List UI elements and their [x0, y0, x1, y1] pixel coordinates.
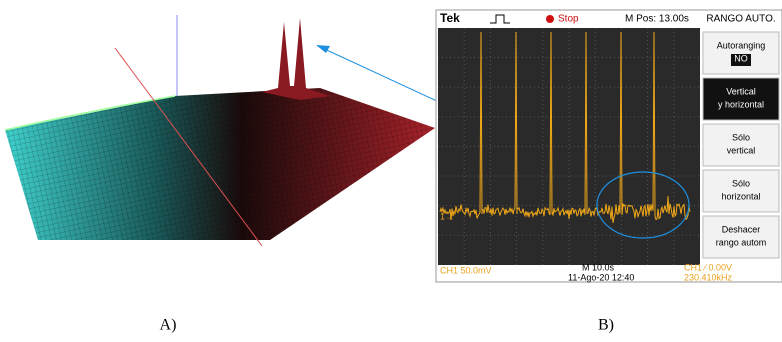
position: M Pos: 13.00s	[625, 14, 689, 25]
state: Stop	[558, 14, 579, 25]
panel-label: B)	[598, 317, 614, 334]
timebase: M 10.0s	[582, 262, 615, 272]
menu-item-text: Vertical	[726, 86, 756, 96]
oscilloscope: Tek Stop M Pos: 13.00s RANGO AUTO. Autor…	[436, 10, 782, 282]
frequency: 230.410kHz	[684, 272, 733, 282]
surface-peaks	[262, 18, 330, 100]
menu-item-text: vertical	[727, 145, 756, 155]
scope-display	[438, 28, 700, 265]
menu-item-text: Sólo	[732, 132, 750, 142]
surface-mesh	[5, 88, 435, 240]
menu-item-text: rango autom	[716, 237, 767, 247]
menu-item-text: Autoranging	[717, 40, 766, 50]
stop-icon	[546, 15, 554, 23]
trigger: CH1 ∕ 0.00V	[684, 262, 732, 272]
menu-item-text: Deshacer	[722, 224, 761, 234]
arrow-head	[316, 45, 330, 53]
menu-item-text: y horizontal	[718, 99, 764, 109]
menu-item-text: NO	[734, 53, 748, 63]
menu-item-text: Sólo	[732, 178, 750, 188]
channel-scale: CH1 50.0mV	[440, 265, 492, 275]
channel-marker: 1→	[440, 211, 454, 221]
date: 11-Ago-20 12:40	[568, 272, 634, 282]
figure: Tek Stop M Pos: 13.00s RANGO AUTO. Autor…	[0, 0, 782, 342]
brand: Tek	[440, 11, 460, 25]
panel-label: A)	[160, 317, 177, 334]
menu-item-text: horizontal	[721, 191, 760, 201]
menu-title: RANGO AUTO.	[706, 14, 775, 25]
